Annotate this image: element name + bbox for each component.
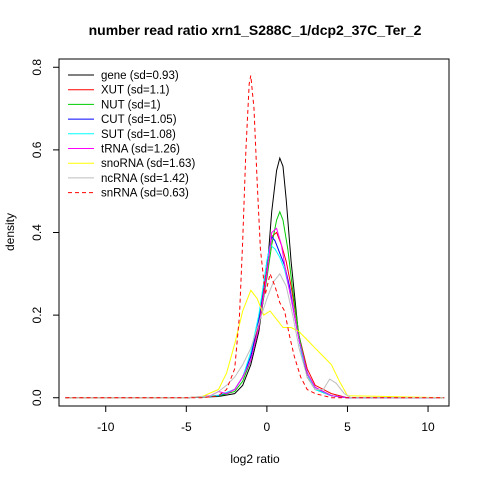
series-line bbox=[65, 227, 445, 399]
x-tick-label: 10 bbox=[421, 420, 435, 434]
chart-title: number read ratio xrn1_S288C_1/dcp2_37C_… bbox=[89, 22, 422, 38]
legend-label: tRNA (sd=1.26) bbox=[101, 144, 180, 156]
x-axis-label: log2 ratio bbox=[230, 452, 280, 466]
x-tick-label: 0 bbox=[264, 420, 271, 434]
legend-label: CUT (sd=1.05) bbox=[101, 114, 177, 126]
x-axis: -10 -5 0 5 10 bbox=[97, 406, 435, 434]
series-layer bbox=[65, 75, 445, 399]
legend-label: XUT (sd=1.1) bbox=[101, 85, 170, 97]
series-line bbox=[65, 75, 445, 399]
legend-label: SUT (sd=1.08) bbox=[101, 129, 176, 141]
legend-label: snRNA (sd=0.63) bbox=[101, 188, 189, 200]
series-line bbox=[65, 289, 445, 399]
x-tick-label: -5 bbox=[181, 420, 192, 434]
y-tick-label: 0.4 bbox=[30, 224, 44, 241]
y-tick-label: 0.6 bbox=[30, 141, 44, 158]
series-line bbox=[65, 272, 445, 399]
y-tick-label: 0.8 bbox=[30, 59, 44, 76]
legend-label: ncRNA (sd=1.42) bbox=[101, 173, 189, 185]
x-tick-label: 5 bbox=[344, 420, 351, 434]
y-tick-label: 0.0 bbox=[30, 389, 44, 406]
legend-label: snoRNA (sd=1.63) bbox=[101, 158, 195, 170]
legend: gene (sd=0.93) XUT (sd=1.1) NUT (sd=1) CUT … bbox=[68, 70, 195, 200]
y-tick-label: 0.2 bbox=[30, 306, 44, 323]
legend-label: NUT (sd=1) bbox=[101, 99, 161, 111]
y-axis-label: density bbox=[3, 213, 17, 251]
x-tick-label: -10 bbox=[97, 420, 115, 434]
legend-label: gene (sd=0.93) bbox=[101, 70, 179, 82]
y-axis: 0.0 0.2 0.4 0.6 0.8 bbox=[30, 59, 59, 406]
